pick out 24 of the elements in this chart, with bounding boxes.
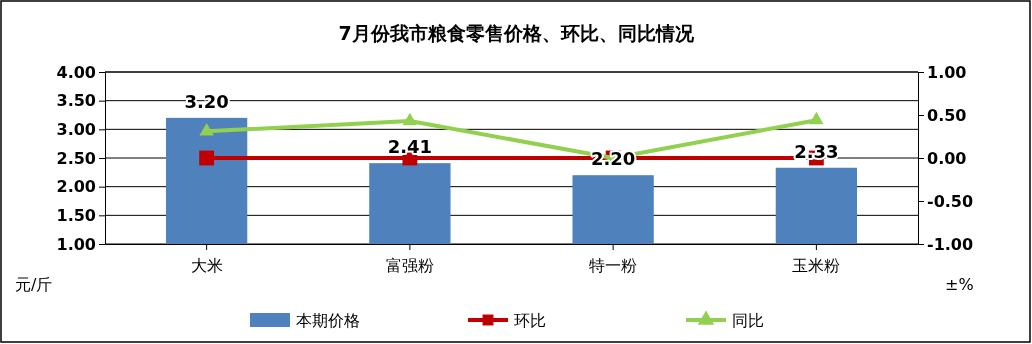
- y2-tick-label: 0.50: [927, 105, 967, 125]
- data-label: 2.41: [387, 136, 433, 158]
- y-tick-label: 3.00: [56, 119, 96, 139]
- y-axis-title: 元/斤: [15, 275, 53, 294]
- y2-axis-title: ±%: [945, 275, 974, 294]
- x-tick-label: 大米: [190, 255, 223, 275]
- y-tick-label: 1.50: [56, 205, 96, 225]
- y-tick-label: 2.00: [56, 177, 96, 197]
- x-tick-label: 特一粉: [589, 255, 638, 275]
- legend-label: 环比: [514, 311, 546, 330]
- y-tick-label: 1.00: [56, 234, 96, 254]
- y2-tick-label: -0.50: [927, 191, 974, 211]
- y-tick-label: 2.50: [56, 148, 96, 168]
- chart-title: 7月份我市粮食零售价格、环比、同比情况: [338, 22, 695, 44]
- y-tick-label: 3.50: [56, 91, 96, 111]
- legend-label: 同比: [732, 311, 764, 330]
- y2-tick-label: 0.00: [927, 148, 967, 168]
- data-label: 2.20: [590, 148, 636, 170]
- y-tick-label: 4.00: [56, 62, 96, 82]
- y2-tick-label: 1.00: [927, 62, 967, 82]
- y2-tick-label: -1.00: [927, 234, 974, 254]
- x-tick-label: 富强粉: [385, 255, 434, 275]
- legend-label: 本期价格: [296, 311, 360, 330]
- x-tick-label: 玉米粉: [792, 255, 841, 275]
